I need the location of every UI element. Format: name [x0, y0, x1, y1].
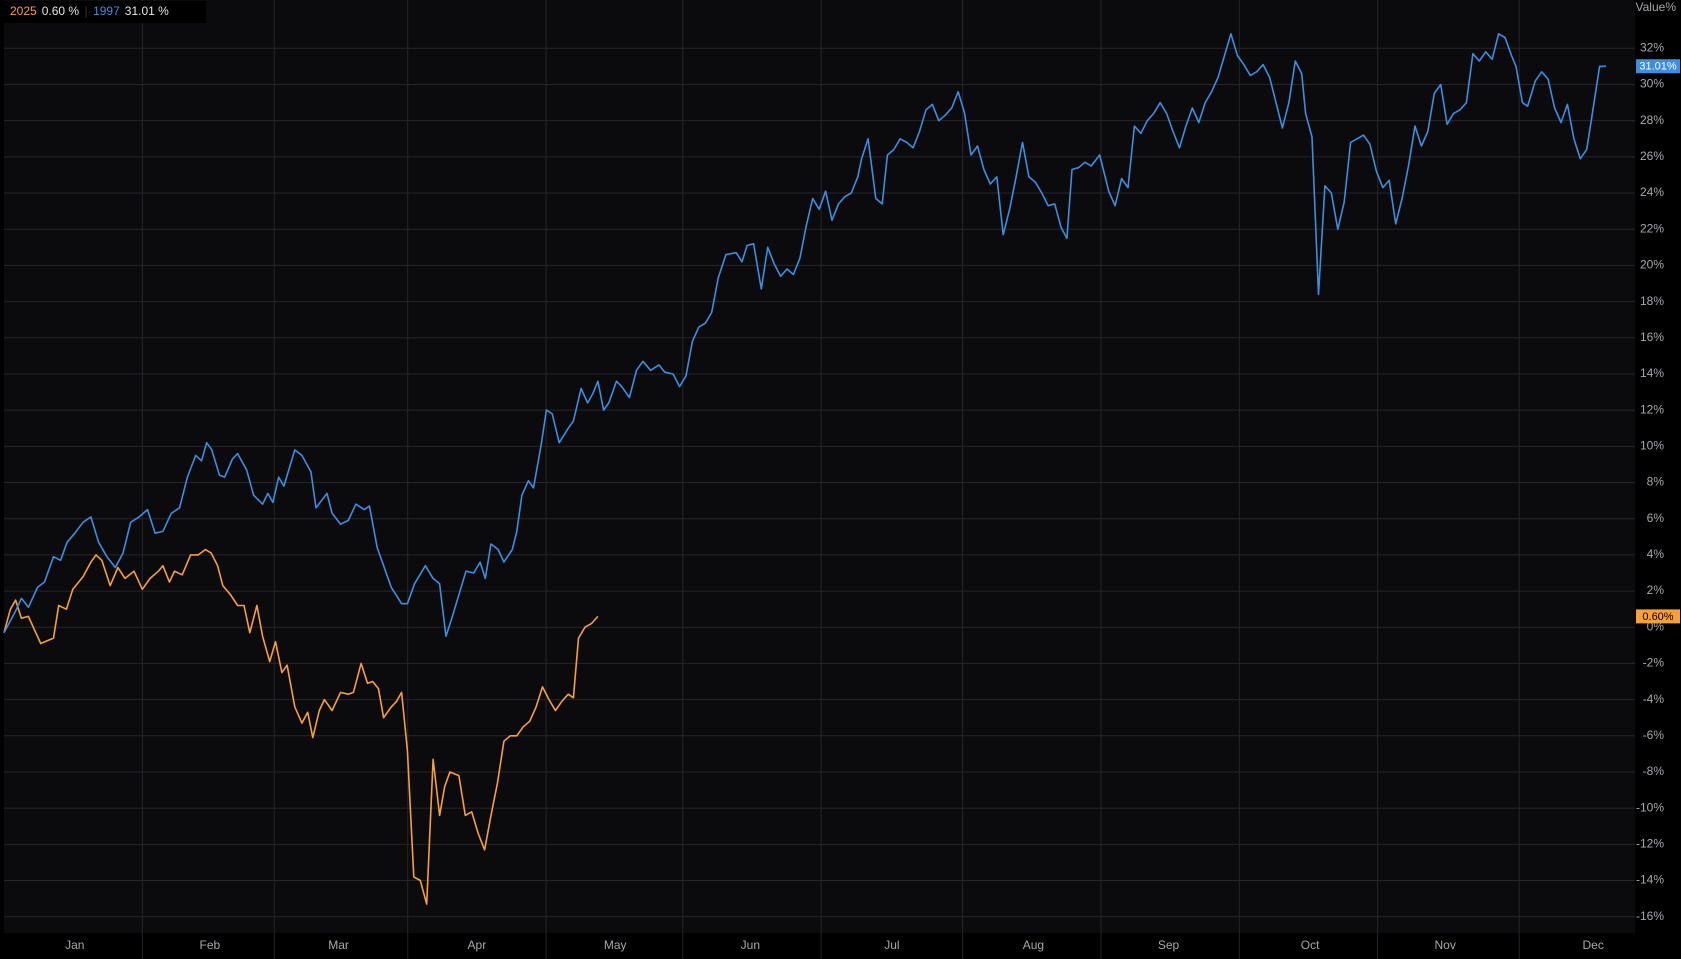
plot-area — [4, 0, 1635, 933]
last-value-label: 0.60% — [1642, 611, 1673, 623]
y-axis-label: Value% — [1636, 0, 1677, 14]
y-tick-label: 8% — [1647, 475, 1665, 489]
x-tick-label: Mar — [328, 938, 349, 952]
legend-value: 31.01 % — [125, 4, 169, 18]
x-tick-label: Apr — [468, 938, 487, 952]
last-value-label: 31.01% — [1639, 61, 1677, 73]
y-tick-label: 12% — [1640, 402, 1664, 416]
x-tick-label: Nov — [1435, 938, 1456, 952]
y-tick-label: -6% — [1643, 728, 1665, 742]
y-tick-label: 32% — [1640, 40, 1664, 54]
legend-box — [4, 1, 206, 23]
grid — [4, 0, 1635, 959]
lines — [3, 33, 1607, 905]
x-tick-label: Dec — [1583, 938, 1604, 952]
y-tick-label: -10% — [1636, 800, 1664, 814]
last-value-tag — [1636, 59, 1680, 74]
series-line — [3, 548, 599, 905]
y-tick-label: 20% — [1640, 258, 1664, 272]
x-tick-label: Aug — [1023, 938, 1044, 952]
legend: 2025 0.60 % 1997 31.01 % — [4, 1, 206, 23]
y-tick-label: -12% — [1636, 837, 1664, 851]
x-tick-label: Jan — [65, 938, 84, 952]
x-tick-label: May — [604, 938, 627, 952]
x-tick-label: Jul — [884, 938, 899, 952]
last-value-tag — [1636, 609, 1680, 624]
x-tick-label: Oct — [1301, 938, 1320, 952]
y-tick-label: 24% — [1640, 185, 1664, 199]
labels: -16%-14%-12%-10%-8%-6%-4%-2%0%2%4%6%8%10… — [65, 40, 1680, 952]
y-tick-label: 10% — [1640, 438, 1664, 452]
y-tick-label: -16% — [1636, 909, 1664, 923]
y-tick-label: -2% — [1643, 656, 1665, 670]
y-tick-label: 18% — [1640, 294, 1664, 308]
legend-value: 0.60 % — [42, 4, 80, 18]
x-tick-label: Sep — [1158, 938, 1180, 952]
y-tick-label: 30% — [1640, 77, 1664, 91]
x-tick-label: Jun — [741, 938, 760, 952]
y-tick-label: 2% — [1647, 583, 1665, 597]
y-tick-label: 22% — [1640, 221, 1664, 235]
legend-name: 2025 — [10, 4, 37, 18]
y-tick-label: -14% — [1636, 873, 1664, 887]
y-tick-label: 28% — [1640, 113, 1664, 127]
y-tick-label: 4% — [1647, 547, 1665, 561]
x-tick-label: Feb — [200, 938, 221, 952]
y-tick-label: -8% — [1643, 764, 1665, 778]
series-line — [3, 33, 1607, 638]
y-tick-label: 14% — [1640, 366, 1664, 380]
y-tick-label: 16% — [1640, 330, 1664, 344]
y-tick-label: 6% — [1647, 511, 1665, 525]
legend-name: 1997 — [93, 4, 120, 18]
y-tick-label: -4% — [1643, 692, 1665, 706]
y-tick-label: 26% — [1640, 149, 1664, 163]
